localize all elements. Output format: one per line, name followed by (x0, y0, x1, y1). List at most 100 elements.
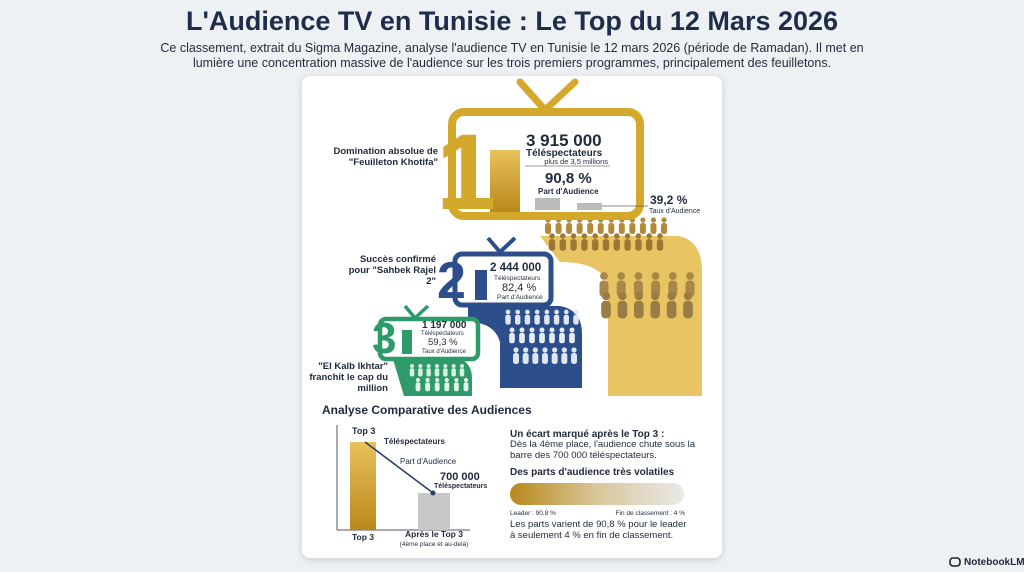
crowd-figure (560, 233, 566, 239)
bar-top3 (350, 442, 376, 530)
crowd-figure (651, 291, 660, 301)
crowd-figure (683, 291, 693, 301)
crowd-figure (549, 233, 555, 239)
rank-number: 2 (437, 252, 466, 310)
crowd-figure (553, 314, 560, 325)
dot (430, 490, 436, 496)
crowd-figure (563, 309, 569, 315)
rank-caption: "El Kalb Ikhtar" franchit le cap du mill… (309, 361, 388, 394)
crowd-figure (592, 239, 599, 251)
crowd-figure (529, 327, 535, 333)
crowd-figure (549, 327, 555, 333)
crowd-figure (444, 377, 449, 383)
crowd-figure (573, 314, 579, 325)
crowd-figure (435, 377, 440, 383)
crowd-figure (571, 347, 577, 353)
crowd-figure (522, 353, 529, 364)
crowd-figure (544, 314, 550, 325)
crowd-figure (434, 382, 440, 392)
crowd-figure (686, 272, 694, 280)
crowd-figure (515, 309, 521, 315)
crowd-figure (539, 332, 545, 344)
chart-label: Part d'Audience (400, 457, 457, 466)
tv-frame (448, 108, 644, 220)
text: Dès la 4ème place, l'audience chute sous… (510, 439, 696, 461)
bar-icon (402, 330, 412, 354)
crowd-figure (634, 300, 644, 319)
viewers: 1 197 000 (422, 320, 467, 331)
crowd-figure (519, 332, 525, 344)
x-label: Top 3 (352, 532, 375, 542)
crowd-figure (425, 377, 430, 383)
crowd-figure (608, 223, 615, 234)
brand: NotebookLM (964, 557, 1024, 568)
gradient-label: Leader : 90,8 % (510, 510, 556, 517)
crowd-figure (614, 233, 620, 239)
crowd-figure (634, 291, 643, 301)
antenna (413, 304, 430, 320)
crowd-figure (683, 300, 693, 319)
crowd-figure (581, 239, 588, 251)
crowd-figure (539, 327, 545, 333)
crowd-figure (656, 239, 664, 251)
chart-label: Téléspectateurs (434, 483, 488, 490)
ribbon-green (392, 356, 472, 396)
viewers-label: Téléspectateurs (494, 275, 541, 282)
chart-label: Top 3 (352, 426, 376, 436)
crowd-figure (454, 382, 459, 392)
rate: 59,3 % (428, 337, 458, 348)
share-label: Part d'Audience (497, 294, 543, 301)
crowd-figure (410, 364, 414, 368)
crowd-figure (603, 233, 609, 239)
share: 90,8 % (545, 170, 592, 187)
crowd-figure (549, 332, 555, 344)
crowd-figure (661, 217, 667, 223)
crowd-figure (542, 353, 548, 364)
crowd-figure (415, 377, 421, 383)
crowd-figure (451, 368, 456, 377)
crowd-figure (534, 309, 540, 315)
crowd-figure (426, 364, 431, 368)
brand-icon (949, 557, 961, 567)
share-gradient (510, 483, 684, 505)
crowd-figure (505, 314, 511, 325)
viewers-label: Téléspectateurs (526, 148, 603, 159)
crowd-figure (618, 223, 625, 234)
crowd-figure (425, 382, 430, 392)
x-label: Après le Top 3 (405, 529, 463, 539)
crowd-figure (601, 291, 611, 301)
crowd-figure (548, 239, 556, 251)
ribbon-blue (468, 306, 582, 388)
crowd-figure (542, 347, 548, 353)
antenna (486, 236, 502, 254)
crowd-figure (592, 233, 598, 239)
crowd-figure (657, 233, 663, 239)
crowd-figure (463, 382, 469, 392)
crowd-figure (532, 347, 538, 353)
crowd-figure (513, 347, 519, 353)
heading: Des parts d'audience très volatiles (510, 467, 675, 478)
crowd-figure (434, 368, 440, 377)
antenna (516, 78, 549, 114)
crowd-figure (566, 223, 573, 234)
crowd-figure (561, 347, 567, 353)
chart-value: 700 000 (440, 471, 480, 483)
crowd-figure (666, 300, 677, 319)
crowd-figure (563, 314, 569, 325)
crowd-figure (651, 272, 660, 280)
crowd-figure (454, 377, 459, 383)
rank-number: 3 (372, 314, 397, 363)
crowd-figure (532, 353, 539, 364)
crowd-figure (435, 364, 439, 368)
rank-caption: Domination absolue de "Feuilleton Khotif… (333, 146, 438, 168)
crowd-figure (418, 368, 423, 377)
rank-caption: Succès confirmé pour "Sahbek Rajel 2" (348, 254, 436, 287)
bar-icon (490, 150, 520, 212)
mini-bar (577, 203, 602, 210)
share-label: Part d'Audience (538, 187, 599, 196)
crowd-figure (463, 377, 469, 383)
share: 82,4 % (502, 282, 537, 294)
antenna (403, 304, 417, 320)
crowd-figure (618, 291, 627, 301)
